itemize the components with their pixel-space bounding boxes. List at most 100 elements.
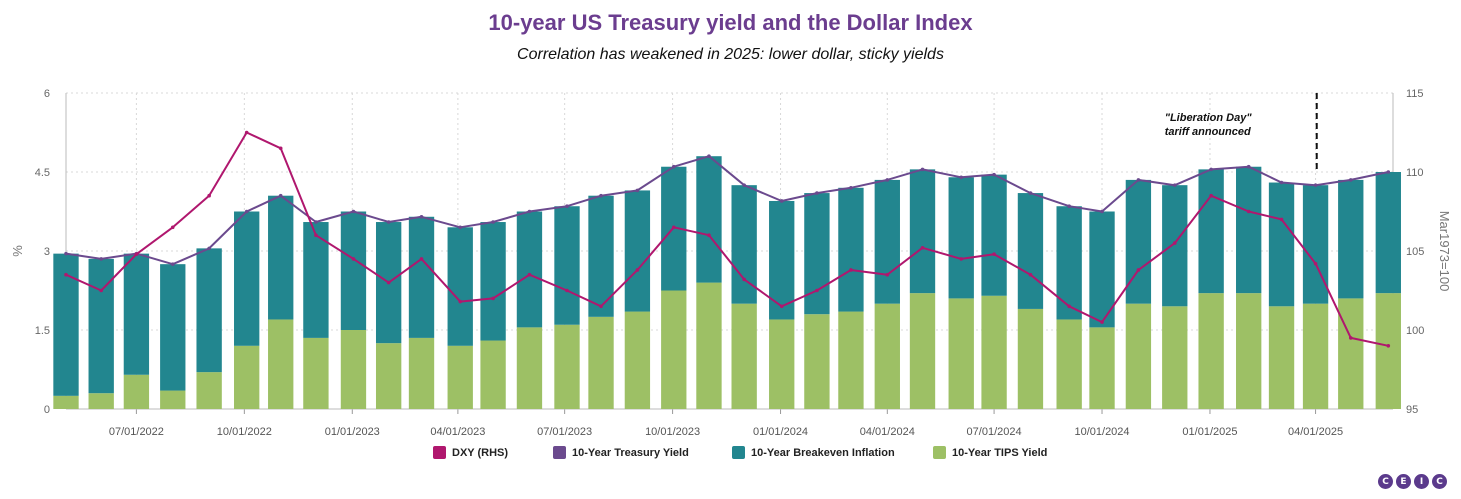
bar-tips-yield bbox=[696, 282, 722, 409]
bar-tips-yield bbox=[624, 311, 651, 409]
line-dxy-point bbox=[815, 288, 819, 293]
line-treasury-yield-point bbox=[244, 209, 249, 214]
line-dxy-point bbox=[959, 257, 964, 261]
y2-tick-label: 110 bbox=[1406, 167, 1424, 179]
bar-tips-yield bbox=[196, 372, 222, 409]
line-dxy-point bbox=[207, 193, 211, 198]
x-tick-label: 10/01/2024 bbox=[1074, 426, 1129, 438]
line-dxy-point bbox=[170, 225, 175, 230]
line-dxy-point bbox=[278, 146, 283, 151]
line-dxy-point bbox=[527, 272, 532, 277]
line-treasury-yield-point bbox=[849, 186, 853, 190]
line-dxy-point bbox=[1172, 241, 1177, 245]
legend-item-breakeven-inflation[interactable]: 10-Year Breakeven Inflation bbox=[732, 446, 895, 459]
x-tick-label: 04/01/2025 bbox=[1288, 426, 1343, 438]
bar-breakeven-inflation bbox=[1125, 179, 1152, 304]
legend-label-tips-yield: 10-Year TIPS Yield bbox=[952, 446, 1048, 459]
line-treasury-yield-point bbox=[491, 220, 495, 224]
chart-title: 10-year US Treasury yield and the Dollar… bbox=[488, 10, 973, 35]
bar-tips-yield bbox=[838, 311, 864, 409]
bar-breakeven-inflation bbox=[981, 174, 1007, 296]
y2-tick-label: 115 bbox=[1406, 88, 1424, 100]
bar-tips-yield bbox=[234, 345, 260, 409]
y2-tick-label: 100 bbox=[1406, 325, 1424, 337]
bar-tips-yield bbox=[1162, 306, 1188, 409]
line-dxy-point bbox=[1348, 336, 1353, 340]
y-tick-label: 4.5 bbox=[35, 167, 50, 179]
line-dxy-point bbox=[99, 288, 103, 293]
y-tick-label: 0 bbox=[44, 404, 50, 416]
logo-letter: I bbox=[1414, 474, 1429, 489]
line-treasury-yield-point bbox=[1172, 183, 1177, 187]
bar-tips-yield bbox=[1056, 319, 1082, 409]
line-dxy-point bbox=[419, 257, 424, 261]
line-dxy-point bbox=[1279, 217, 1284, 222]
y-tick-label: 3 bbox=[44, 246, 50, 258]
line-treasury-yield-point bbox=[779, 199, 784, 203]
y-tick-label: 6 bbox=[44, 88, 50, 100]
bar-tips-yield bbox=[981, 295, 1007, 409]
bar-tips-yield bbox=[1302, 303, 1329, 409]
bar-tips-yield bbox=[1198, 293, 1224, 409]
bar-breakeven-inflation bbox=[160, 264, 186, 391]
line-treasury-yield-point bbox=[1279, 180, 1284, 185]
line-dxy-point bbox=[599, 304, 603, 309]
x-tick-label: 07/01/2022 bbox=[109, 426, 164, 438]
bar-breakeven-inflation bbox=[480, 222, 506, 341]
logo-letter: C bbox=[1432, 474, 1447, 489]
x-tick-label: 01/01/2024 bbox=[753, 426, 808, 438]
line-dxy-point bbox=[1313, 261, 1318, 266]
annotation-text-line2: tariff announced bbox=[1165, 126, 1251, 138]
line-dxy-point bbox=[244, 130, 249, 135]
bar-breakeven-inflation bbox=[804, 193, 830, 315]
bar-breakeven-inflation bbox=[624, 190, 651, 312]
line-treasury-yield-point bbox=[64, 251, 68, 256]
bar-breakeven-inflation bbox=[123, 253, 150, 375]
bar-breakeven-inflation bbox=[1268, 182, 1295, 307]
x-tick-label: 01/01/2025 bbox=[1182, 426, 1237, 438]
bar-tips-yield bbox=[909, 293, 936, 409]
bar-breakeven-inflation bbox=[838, 187, 864, 312]
line-treasury-yield-point bbox=[1348, 178, 1353, 182]
line-dxy-point bbox=[1100, 320, 1104, 324]
bar-tips-yield bbox=[447, 345, 473, 409]
line-treasury-yield-point bbox=[599, 193, 603, 198]
line-treasury-yield-point bbox=[959, 175, 964, 180]
line-treasury-yield-point bbox=[170, 262, 175, 266]
bar-tips-yield bbox=[1236, 293, 1262, 409]
bar-breakeven-inflation bbox=[268, 195, 294, 320]
line-treasury-yield-point bbox=[1386, 170, 1391, 174]
line-treasury-yield-point bbox=[314, 220, 318, 224]
bar-tips-yield bbox=[88, 393, 114, 409]
y2-tick-label: 95 bbox=[1406, 404, 1418, 416]
line-dxy-point bbox=[1028, 272, 1033, 277]
line-treasury-yield-point bbox=[1313, 183, 1318, 187]
bar-breakeven-inflation bbox=[196, 248, 222, 373]
line-dxy-point bbox=[1136, 268, 1141, 272]
x-tick-label: 10/01/2022 bbox=[217, 426, 272, 438]
line-treasury-yield-point bbox=[1100, 209, 1104, 214]
line-dxy-point bbox=[849, 268, 853, 272]
line-dxy-point bbox=[1067, 304, 1071, 309]
line-dxy-point bbox=[491, 296, 495, 301]
legend-item-dxy[interactable]: DXY (RHS) bbox=[433, 446, 508, 459]
annotation-text-line1: "Liberation Day" bbox=[1165, 112, 1253, 124]
bar-breakeven-inflation bbox=[516, 211, 543, 328]
legend-item-tips-yield[interactable]: 10-Year TIPS Yield bbox=[933, 446, 1047, 459]
line-dxy-point bbox=[1386, 344, 1391, 348]
line-treasury-yield-point bbox=[207, 246, 211, 251]
y-tick-label: 1.5 bbox=[35, 325, 50, 337]
line-dxy-point bbox=[671, 225, 676, 230]
line-treasury-yield-point bbox=[742, 183, 746, 187]
bar-breakeven-inflation bbox=[303, 222, 329, 338]
line-treasury-yield bbox=[65, 155, 1389, 266]
line-treasury-yield-point bbox=[707, 154, 711, 158]
bar-tips-yield bbox=[731, 303, 757, 409]
bar-tips-yield bbox=[1268, 306, 1295, 409]
bar-breakeven-inflation bbox=[1056, 206, 1082, 320]
legend-item-treasury-yield[interactable]: 10-Year Treasury Yield bbox=[553, 446, 689, 459]
line-dxy-point bbox=[134, 252, 139, 256]
logo-letter: C bbox=[1378, 474, 1393, 489]
line-treasury-yield-point bbox=[1067, 204, 1071, 209]
line-dxy-point bbox=[742, 277, 746, 282]
